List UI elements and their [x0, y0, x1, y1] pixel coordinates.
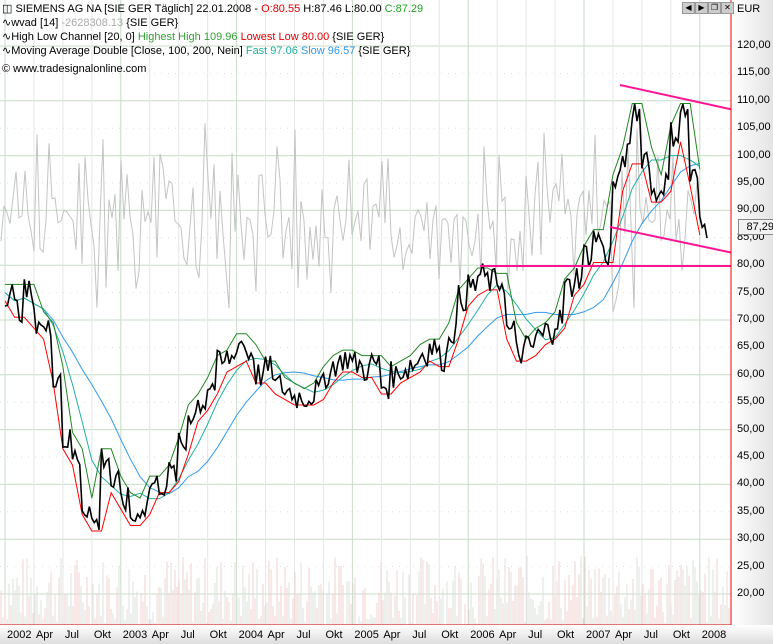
high: H:87.46 [303, 3, 342, 15]
y-tick-label: 120,00 [737, 39, 771, 51]
y-tick-label: 90,00 [737, 203, 765, 216]
y-tick-label: 35,00 [737, 504, 765, 517]
price-line [4, 103, 708, 530]
y-tick-label: 95,00 [737, 176, 765, 188]
x-tick-label: 2005 [354, 629, 379, 641]
x-tick-label: Okt [441, 629, 459, 641]
close: C:87.29 [384, 3, 424, 15]
symbol: SIEMENS AG NA [SIE GER Täglich] [15, 3, 194, 15]
hlc-legend[interactable]: ∿High Low Channel [20, 0] Highest High 1… [2, 31, 385, 43]
x-tick-label: 2003 [122, 629, 148, 641]
x-tick-label: Apr [151, 629, 169, 641]
x-tick-label: Okt [557, 629, 575, 641]
y-tick-label: 50,00 [737, 422, 765, 435]
x-tick-label: Apr [499, 629, 517, 641]
x-tick-label: Apr [35, 629, 54, 641]
y-tick-label: 25,00 [737, 559, 765, 572]
y-tick-label: 110,00 [737, 93, 770, 106]
x-tick-label: Jul [412, 629, 427, 641]
wvad-legend[interactable]: ∿wvad [14] -2628308.13 {SIE GER} [2, 17, 179, 29]
price-axis [731, 0, 773, 625]
window-icon: ◫ [2, 3, 13, 15]
time-axis [0, 625, 773, 644]
y-tick-label: 105,00 [737, 121, 771, 134]
y-tick-label: 100,00 [737, 148, 771, 161]
x-tick-label: Apr [267, 629, 285, 641]
x-tick-label: Jul [180, 629, 195, 641]
x-tick-label: Apr [614, 629, 633, 641]
x-tick-label: Okt [93, 629, 111, 641]
last-price-marker: 87,29 [738, 219, 773, 235]
x-tick-label: Okt [209, 629, 227, 641]
lowest-low-line [4, 141, 701, 532]
grid [0, 0, 735, 625]
restore-icon[interactable]: ❐ [708, 2, 721, 14]
y-tick-label: 70,00 [737, 313, 765, 325]
y-tick-label: 75,00 [737, 285, 765, 298]
x-tick-label: Okt [325, 629, 343, 641]
x-tick-label: 2007 [586, 629, 611, 641]
y-tick-label: 30,00 [737, 532, 765, 545]
y-tick-label: 60,00 [737, 367, 765, 380]
y-tick-label: 55,00 [737, 395, 765, 408]
y-tick-label: 40,00 [737, 477, 765, 490]
y-tick-label: 20,00 [737, 587, 765, 599]
y-tick-label: 45,00 [737, 450, 765, 462]
currency-label: EUR [737, 3, 761, 15]
wvad-line [0, 123, 698, 312]
x-tick-label: Jul [64, 629, 79, 641]
x-tick-label: Jul [528, 629, 543, 641]
header-symbol-line: ◫ SIEMENS AG NA [SIE GER Täglich] 22.01.… [2, 3, 423, 16]
scroll-right-icon[interactable]: ▶ [695, 2, 708, 14]
wvad-indicator [0, 123, 730, 625]
x-tick-label: 2002 [7, 629, 32, 641]
y-tick-label: 65,00 [737, 340, 765, 353]
ma-slow-line [4, 162, 700, 495]
x-tick-label: Jul [643, 629, 658, 641]
scroll-left-icon[interactable]: ◀ [682, 2, 695, 14]
close-icon[interactable]: ✕ [721, 2, 734, 14]
x-tick-label: Jul [296, 629, 311, 641]
y-tick-label: 115,00 [737, 66, 770, 79]
date: 22.01.2008 - [196, 3, 259, 15]
x-tick-label: 2006 [470, 629, 495, 641]
x-tick-label: 2004 [238, 629, 264, 641]
open: O:80.55 [261, 3, 301, 15]
low: L:80.00 [344, 3, 382, 15]
x-tick-label: 2008 [701, 629, 727, 641]
copyright: © www.tradesignalonline.com [2, 63, 147, 75]
y-tick-label: 80,00 [737, 258, 765, 271]
ma-legend[interactable]: ∿Moving Average Double [Close, 100, 200,… [2, 45, 411, 57]
x-tick-label: Okt [672, 629, 690, 641]
x-tick-label: Apr [383, 629, 401, 641]
